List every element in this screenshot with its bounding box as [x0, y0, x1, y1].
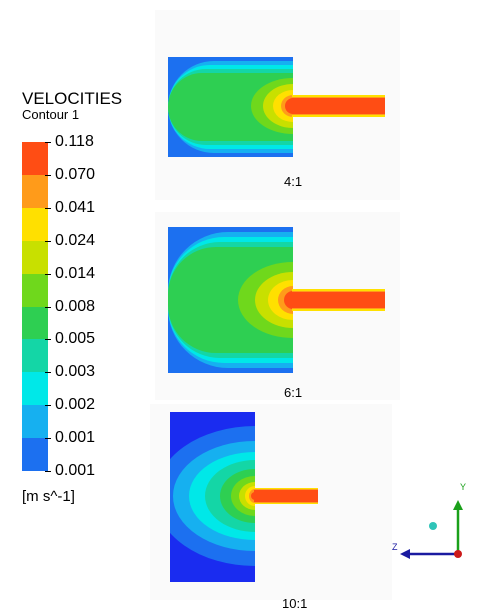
colorbar-tick-label: 0.041: [55, 198, 96, 216]
colorbar-tick: [45, 240, 51, 242]
z-axis-label: Z: [392, 542, 398, 552]
colorbar-band: [22, 438, 48, 472]
colorbar-tick-label: 0.008: [55, 297, 96, 315]
panel-10-1-contour: [170, 412, 318, 582]
view-sphere-icon: [429, 522, 437, 530]
colorbar-tick-label: 0.014: [55, 264, 96, 282]
colorbar-band: [22, 372, 48, 406]
colorbar-tick: [45, 471, 51, 472]
panel-4-1-contour: [168, 57, 385, 157]
colorbar-tick: [45, 207, 51, 209]
colorbar-band: [22, 405, 48, 439]
panel-label-6-1: 6:1: [284, 385, 303, 400]
colorbar-tick-label: 0.003: [55, 363, 96, 381]
colorbar-tick: [45, 174, 51, 176]
colorbar-tick: [45, 405, 51, 407]
colorbar-tick-label: 0.005: [55, 330, 96, 348]
legend-subtitle: Contour 1: [22, 107, 80, 122]
colorbar-tick-label: 0.118: [55, 133, 94, 150]
colorbar-band: [22, 339, 48, 373]
colorbar-band: [22, 207, 48, 242]
y-axis-label: Y: [460, 482, 466, 492]
colorbar-band: [22, 142, 48, 176]
axes-triad: Y Z: [392, 482, 466, 559]
colorbar: [22, 142, 48, 472]
colorbar-tick: [45, 372, 51, 374]
colorbar-band: [22, 306, 48, 340]
x-axis-dot: [454, 550, 462, 558]
panel-label-4-1: 4:1: [284, 174, 303, 189]
legend-title: VELOCITIES: [22, 89, 123, 108]
legend-units: [m s^-1]: [22, 488, 75, 505]
colorbar-tick-label: 0.002: [55, 396, 96, 414]
colorbar-band: [22, 174, 48, 209]
colorbar-tick: [45, 339, 51, 341]
colorbar-tick: [45, 142, 51, 143]
colorbar-band: [22, 240, 48, 275]
panel-label-10-1: 10:1: [282, 596, 308, 611]
colorbar-tick: [45, 306, 51, 308]
colorbar-tick-label: 0.001: [55, 462, 96, 479]
colorbar-band: [22, 273, 48, 307]
colorbar-tick-label: 0.024: [55, 231, 96, 249]
colorbar-tick: [45, 438, 51, 440]
panel-6-1-contour: [168, 227, 385, 373]
colorbar-tick-label: 0.070: [55, 165, 96, 183]
colorbar-tick-label: 0.001: [55, 429, 96, 447]
colorbar-tick: [45, 273, 51, 275]
